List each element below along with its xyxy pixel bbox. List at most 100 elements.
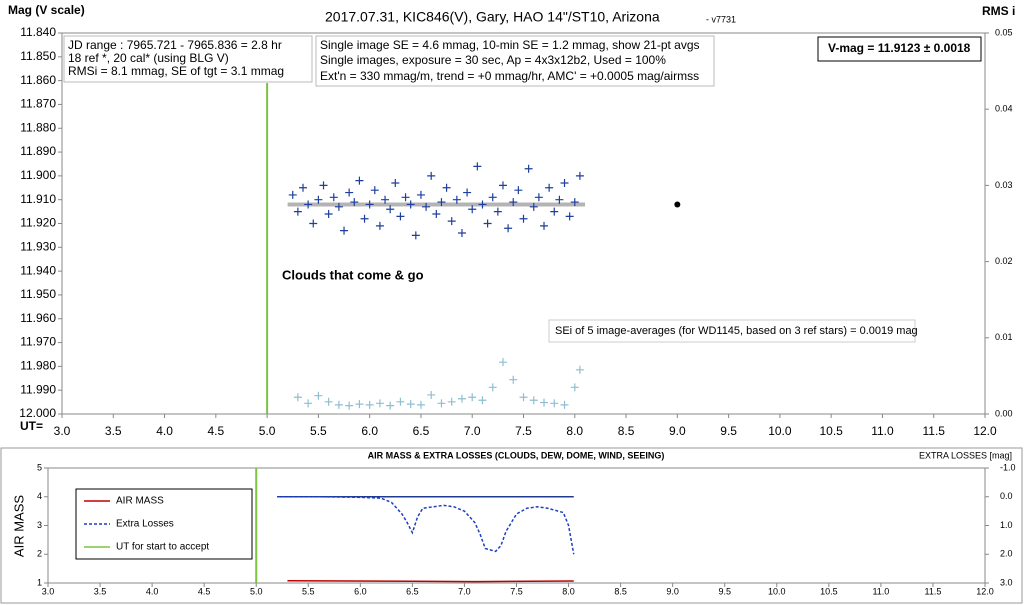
y2-tick-label: 0.01 — [995, 332, 1013, 342]
data-point — [514, 186, 523, 195]
chart-title: 2017.07.31, KIC846(V), Gary, HAO 14"/ST1… — [325, 9, 660, 25]
data-point — [519, 214, 528, 223]
x-tick-label: 4.0 — [146, 586, 159, 596]
data-point — [534, 193, 543, 202]
data-point — [529, 396, 538, 405]
data-point — [437, 198, 446, 207]
info-line: 18 ref *, 20 cal* (using BLG V) — [68, 51, 229, 65]
y-tick-label: 11.870 — [20, 97, 56, 111]
y-tick-label: 12.000 — [19, 406, 56, 420]
data-point — [365, 400, 374, 409]
data-point — [473, 162, 482, 171]
legend-label: UT for start to accept — [116, 542, 209, 553]
x-tick-label: 6.0 — [354, 586, 367, 596]
y-tick-label: 11.900 — [20, 168, 56, 182]
data-point — [416, 400, 425, 409]
info-line: Ext'n = 330 mmag/m, trend = +0 mmag/hr, … — [320, 69, 699, 83]
data-point — [324, 209, 333, 218]
data-point — [355, 176, 364, 185]
data-point — [406, 200, 415, 209]
x-axis-label: UT= — [20, 419, 43, 433]
data-point — [334, 400, 343, 409]
data-point — [422, 202, 431, 211]
x-tick-label: 9.5 — [718, 586, 731, 596]
y2-tick-label: 0.02 — [995, 256, 1013, 266]
data-point — [386, 401, 395, 410]
x-tick-label: 8.5 — [618, 424, 635, 438]
y-tick-label: 3 — [37, 520, 42, 530]
x-tick-label: 7.5 — [510, 586, 523, 596]
data-line — [287, 579, 574, 583]
data-point — [288, 190, 297, 199]
data-point — [488, 193, 497, 202]
x-tick-label: 4.0 — [156, 424, 173, 438]
data-point — [504, 224, 513, 233]
x-tick-label: 10.5 — [820, 586, 838, 596]
data-point — [293, 393, 302, 402]
y-tick-label: 11.910 — [20, 192, 56, 206]
data-point — [493, 207, 502, 216]
x-tick-label: 7.0 — [458, 586, 471, 596]
data-point — [468, 205, 477, 214]
data-point — [540, 398, 549, 407]
annotation: SEi of 5 image-averages (for WD1145, bas… — [555, 325, 918, 337]
annotation: Clouds that come & go — [282, 267, 424, 282]
data-point — [355, 400, 364, 409]
annotation-box — [548, 319, 916, 343]
data-point — [396, 212, 405, 221]
data-point — [375, 399, 384, 408]
x-tick-label: 7.5 — [515, 424, 532, 438]
data-point — [299, 183, 308, 192]
x-tick-label: 12.0 — [976, 586, 994, 596]
data-point — [375, 221, 384, 230]
data-point — [565, 212, 574, 221]
data-point — [442, 183, 451, 192]
data-point — [674, 201, 681, 208]
x-tick-label: 6.0 — [361, 424, 378, 438]
data-point — [524, 164, 533, 173]
x-tick-label: 8.0 — [562, 586, 575, 596]
data-point — [545, 183, 554, 192]
data-line — [277, 496, 575, 555]
y2-tick-label: 0.05 — [995, 27, 1013, 37]
data-point — [457, 229, 466, 238]
data-point — [309, 219, 318, 228]
lower-panel-frame — [0, 447, 1023, 604]
x-tick-label: 11.0 — [872, 586, 889, 596]
y2-tick-label: 1.0 — [1000, 520, 1013, 530]
data-point — [427, 390, 436, 399]
data-point — [370, 186, 379, 195]
data-point — [575, 171, 584, 180]
info-line: JD range : 7965.721 - 7965.836 = 2.8 hr — [68, 38, 282, 52]
x-tick-label: 9.0 — [669, 424, 686, 438]
data-point — [365, 200, 374, 209]
x-tick-label: 9.5 — [720, 424, 737, 438]
data-point — [519, 393, 528, 402]
data-point — [293, 207, 302, 216]
y-axis-label: AIR MASS — [11, 495, 26, 557]
info-line: Single images, exposure = 30 sec, Ap = 4… — [320, 53, 666, 67]
data-point — [540, 221, 549, 230]
vmag-box — [817, 36, 982, 62]
y-tick-label: 11.840 — [20, 25, 56, 39]
data-point — [509, 198, 518, 207]
data-point — [550, 207, 559, 216]
data-point — [314, 391, 323, 400]
x-tick-label: 6.5 — [406, 586, 419, 596]
data-point — [452, 195, 461, 204]
x-tick-label: 4.5 — [198, 586, 211, 596]
data-point — [498, 358, 507, 367]
x-tick-label: 5.5 — [310, 424, 327, 438]
y-tick-label: 5 — [37, 462, 42, 472]
x-tick-label: 10.0 — [768, 424, 792, 438]
chart-subtitle: - v7731 — [706, 14, 736, 24]
y-tick-label: 11.980 — [20, 359, 56, 373]
x-tick-label: 3.5 — [105, 424, 122, 438]
data-point — [391, 179, 400, 188]
y-tick-label: 4 — [37, 491, 42, 501]
y-tick-label: 11.940 — [20, 263, 56, 277]
x-tick-label: 3.0 — [54, 424, 71, 438]
y-tick-label: 11.860 — [20, 73, 56, 87]
info-line: Single image SE = 4.6 mmag, 10-min SE = … — [320, 38, 700, 52]
data-point — [406, 400, 415, 409]
